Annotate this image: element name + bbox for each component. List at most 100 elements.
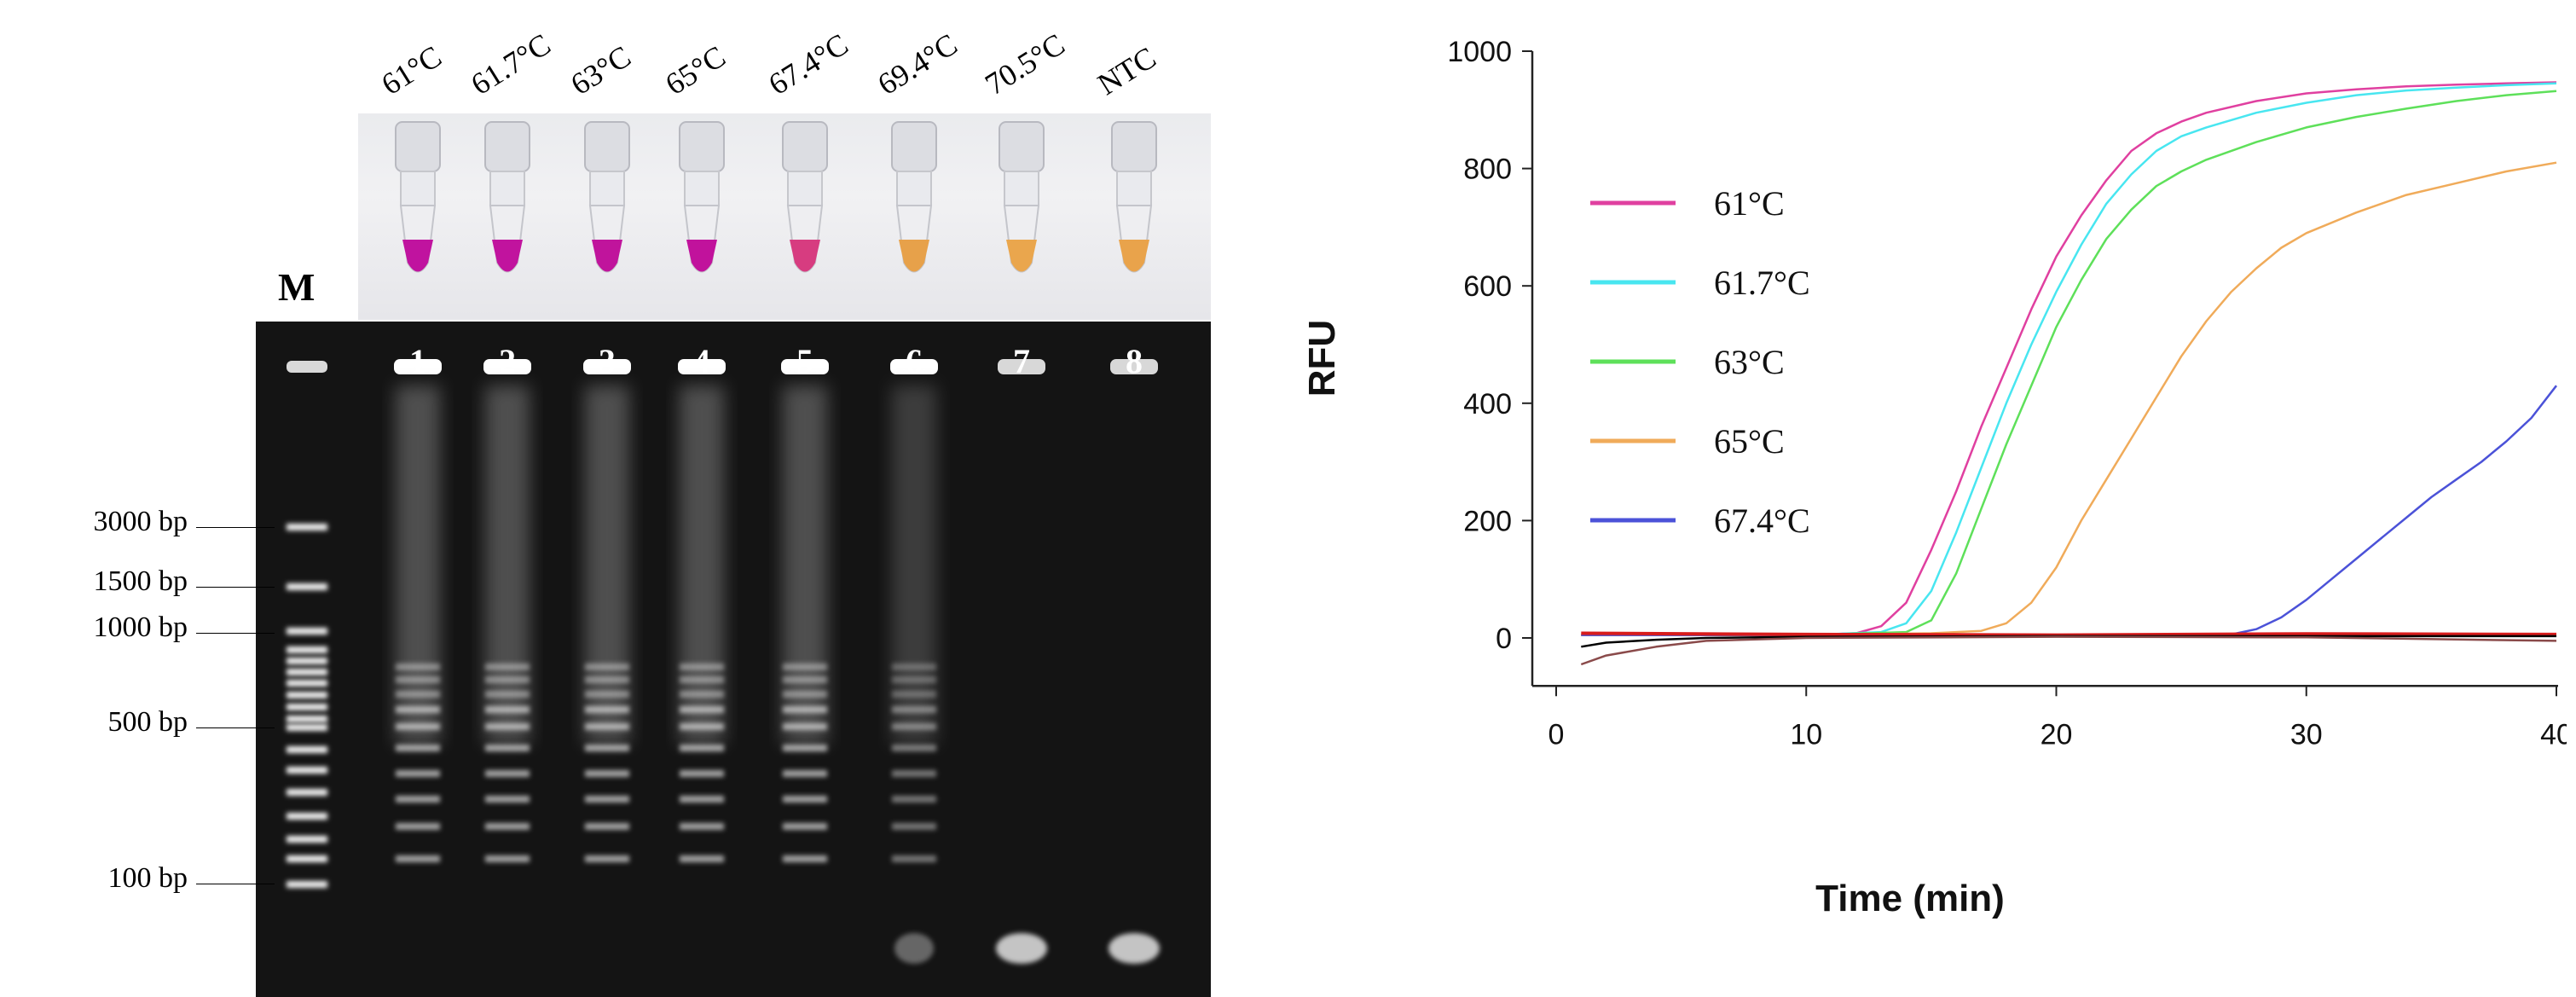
- bp-pointer-line: [196, 727, 275, 728]
- reaction-tube: [395, 121, 441, 273]
- y-tick-label: 600: [1463, 270, 1512, 303]
- x-axis-title: Time (min): [1815, 878, 2005, 919]
- lamp-band: [485, 691, 530, 698]
- lane-number: 2: [499, 342, 516, 380]
- ladder-band: [287, 767, 327, 774]
- lamp-band: [585, 823, 629, 830]
- x-tick-label: 20: [2041, 718, 2073, 751]
- gel-well: [287, 361, 327, 373]
- lamp-band: [396, 676, 440, 683]
- ladder-band: [287, 716, 327, 722]
- rfu-amplification-chart: 0 200 400 600 800 1000 0 10 20 30 40 61°C 61.7°C 63°…: [1301, 36, 2567, 919]
- lamp-band: [892, 664, 936, 670]
- lamp-band: [485, 823, 530, 830]
- gel-well: [1110, 359, 1158, 374]
- ladder-band: [287, 789, 327, 796]
- lamp-band: [892, 745, 936, 751]
- lamp-band: [892, 676, 936, 683]
- ladder-band: [287, 813, 327, 820]
- lamp-band: [783, 745, 827, 751]
- dna-smear: [783, 385, 827, 744]
- lamp-band: [396, 723, 440, 730]
- lamp-band: [585, 691, 629, 698]
- gel-panel: 61°C 61.7°C 63°C 65°C 67.4°C 69.4°C 70.5°C NTC …: [0, 0, 1236, 997]
- lamp-band: [396, 691, 440, 698]
- lamp-band: [892, 796, 936, 803]
- gel-well: [483, 359, 531, 374]
- legend-label: 67.4°C: [1714, 501, 1810, 540]
- marker-lane-label: M: [278, 265, 315, 309]
- lane-number: 8: [1126, 342, 1143, 380]
- y-axis-title: RFU: [1301, 320, 1343, 397]
- lamp-band: [892, 855, 936, 862]
- lamp-band: [396, 745, 440, 751]
- dna-smear: [680, 385, 724, 744]
- gel-well: [890, 359, 938, 374]
- lane-number: 6: [906, 342, 923, 380]
- primer-dimer-band: [1109, 933, 1160, 964]
- dna-smear: [396, 385, 440, 744]
- lamp-band: [585, 723, 629, 730]
- reaction-tube: [1111, 121, 1157, 273]
- legend-label: 61°C: [1714, 184, 1785, 223]
- tube-temperature-label: 63°C: [564, 38, 637, 102]
- ladder-band: [287, 669, 327, 675]
- lamp-band: [680, 664, 724, 670]
- gel-well: [583, 359, 631, 374]
- lamp-band: [680, 855, 724, 862]
- lamp-band: [680, 745, 724, 751]
- ladder-band: [287, 724, 327, 731]
- lamp-band: [783, 855, 827, 862]
- lamp-band: [396, 770, 440, 777]
- lamp-band: [396, 855, 440, 862]
- x-tick-label: 30: [2290, 718, 2323, 751]
- ladder-band: [287, 646, 327, 653]
- ladder-band: [287, 746, 327, 753]
- bp-label-100: 100 bp: [107, 862, 188, 894]
- gel-well: [998, 359, 1045, 374]
- ladder-band: [287, 680, 327, 687]
- series-line: [1581, 161, 2557, 636]
- bp-label-500: 500 bp: [107, 706, 188, 738]
- lane-number: 4: [693, 342, 710, 380]
- legend-label: 63°C: [1714, 343, 1785, 381]
- gel-well: [678, 359, 726, 374]
- primer-dimer-band: [894, 933, 934, 964]
- bp-pointer-line: [196, 587, 275, 588]
- reaction-tube: [484, 121, 530, 273]
- reaction-tube: [999, 121, 1045, 273]
- lamp-band: [396, 823, 440, 830]
- y-tick-label: 200: [1463, 505, 1512, 537]
- ladder-band: [287, 583, 327, 590]
- lane-number: 1: [409, 342, 426, 380]
- lamp-band: [680, 691, 724, 698]
- bp-label-1500: 1500 bp: [93, 565, 188, 597]
- lamp-band: [680, 796, 724, 803]
- lamp-band: [783, 664, 827, 670]
- lamp-band: [585, 676, 629, 683]
- lamp-band: [783, 796, 827, 803]
- dna-smear: [585, 385, 629, 744]
- series-line: [1581, 81, 2557, 636]
- lamp-band: [892, 823, 936, 830]
- ladder-band: [287, 704, 327, 710]
- series-line: [1580, 635, 2557, 666]
- reaction-tube: [679, 121, 725, 273]
- tube-temperature-label: NTC: [1091, 40, 1162, 102]
- series-line: [1581, 90, 2557, 636]
- lamp-band: [485, 745, 530, 751]
- lamp-band: [396, 796, 440, 803]
- tube-photo: [358, 113, 1211, 320]
- gel-well: [781, 359, 829, 374]
- chart-axes: 0 200 400 600 800 1000 0 10 20 30 40: [1447, 36, 2567, 751]
- y-tick-label: 800: [1463, 154, 1512, 186]
- ladder-band: [287, 855, 327, 862]
- ladder-band: [287, 881, 327, 888]
- lamp-band: [892, 706, 936, 713]
- lamp-band: [485, 664, 530, 670]
- tube-temperature-label: 70.5°C: [979, 26, 1071, 102]
- dna-smear: [485, 385, 530, 744]
- dna-smear: [892, 385, 936, 744]
- agarose-gel: [256, 322, 1211, 997]
- lamp-band: [680, 723, 724, 730]
